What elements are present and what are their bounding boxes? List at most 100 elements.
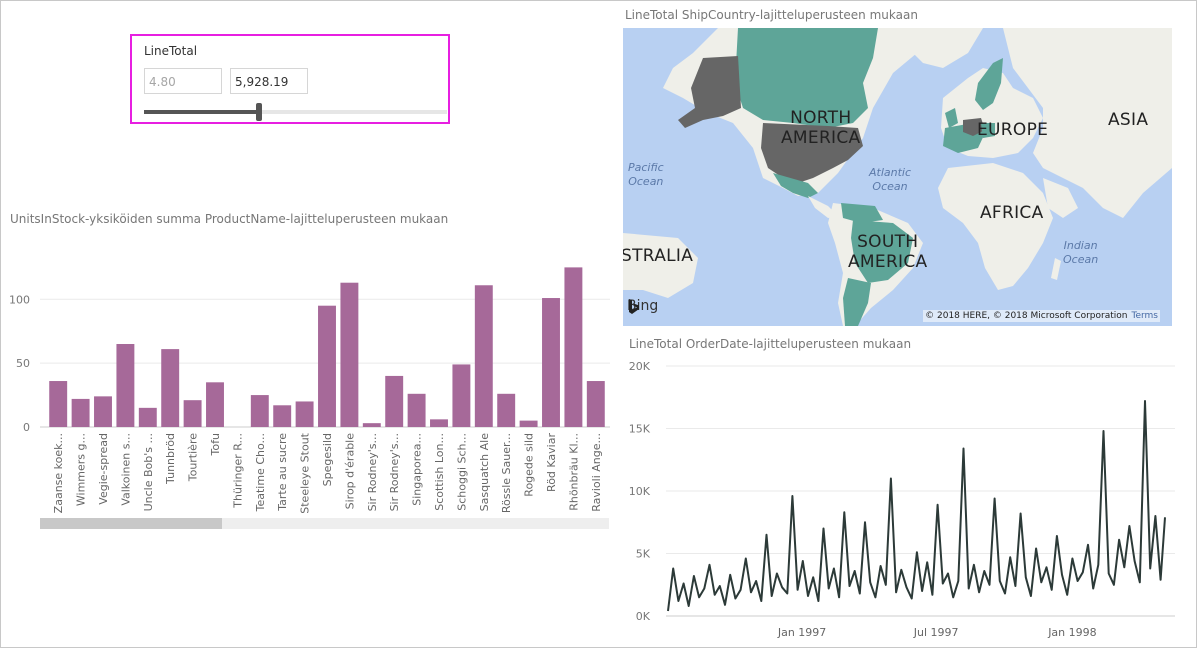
line-y-tick-label: 10K — [629, 485, 651, 498]
madagascar-land — [1051, 258, 1061, 280]
bar — [452, 364, 471, 427]
slider-track[interactable] — [144, 103, 447, 121]
bar — [94, 396, 112, 427]
bar — [497, 393, 516, 427]
brazil-shape — [851, 220, 913, 283]
bar-x-tick-label: Uncle Bob's ... — [142, 433, 155, 511]
bar-x-tick-label: Sirop d'érable — [343, 433, 356, 510]
bar — [250, 395, 269, 427]
bar — [161, 349, 180, 427]
bar — [586, 381, 605, 427]
scrollbar-thumb[interactable] — [40, 518, 223, 529]
argentina-shape — [843, 278, 871, 326]
bar — [519, 420, 538, 427]
bar-x-tick-label: Scottish Lon... — [433, 433, 446, 511]
venezuela-shape — [841, 203, 883, 223]
bar-x-tick-label: Schoggi Sch... — [455, 433, 468, 511]
bar-x-tick-label: Rogede sild — [523, 433, 536, 497]
bar-x-tick-label: Steeleye Stout — [299, 432, 312, 513]
germany-shape — [963, 118, 985, 136]
uk-shape — [945, 108, 958, 128]
line-x-tick-label: Jul 1997 — [913, 626, 959, 639]
line-x-tick-label: Jan 1997 — [777, 626, 826, 639]
bar-x-tick-label: Sir Rodney's... — [388, 433, 401, 511]
bing-icon — [629, 299, 639, 314]
bar-y-tick-label: 0 — [23, 421, 30, 434]
bar — [49, 381, 68, 427]
line-y-tick-label: 5K — [636, 548, 651, 561]
bar-x-tick-label: Röd Kaviar — [545, 433, 558, 492]
slider-fill — [144, 110, 260, 114]
alaska-shape — [678, 56, 741, 128]
europe-label: EUROPE — [977, 120, 1049, 140]
bar-x-tick-label: Sir Rodney's... — [366, 433, 379, 511]
bar-y-tick-label: 100 — [9, 293, 30, 306]
shipcountry-map[interactable]: NORTH AMERICA EUROPE ASIA AFRICA SOUTH AME… — [623, 28, 1172, 326]
bar — [430, 419, 448, 427]
bar-x-tick-label: Rhönbräu Kl... — [567, 433, 580, 511]
africa-land — [938, 163, 1053, 290]
greenland-land — [893, 28, 983, 68]
bar-x-tick-label: Zaanse koek... — [52, 433, 65, 513]
bar — [407, 393, 426, 427]
bar-x-tick-label: Thüringer R... — [231, 433, 244, 509]
asia-label: ASIA — [1108, 110, 1149, 130]
indian-ocean-label: Indian Ocean — [1063, 239, 1099, 266]
line-y-tick-label: 0K — [636, 610, 651, 623]
world-map — [623, 28, 1172, 326]
map-copyright: © 2018 HERE, © 2018 Microsoft Corporatio… — [923, 310, 1160, 322]
bar — [138, 407, 157, 427]
line-series — [667, 400, 1166, 612]
canada-shape — [735, 28, 878, 128]
bar — [71, 398, 90, 427]
central-america-land — [808, 196, 838, 218]
bar-x-tick-label: Tofu — [209, 433, 222, 456]
slicer-min-input[interactable]: 4.80 — [144, 68, 222, 94]
bar-x-tick-label: Sasquatch Ale — [478, 433, 491, 512]
bar-x-tick-label: Wimmers g... — [75, 433, 88, 506]
africa-label: AFRICA — [980, 203, 1044, 223]
atlantic-ocean-label: Atlantic Ocean — [869, 166, 912, 193]
bing-attribution: Bing — [627, 298, 658, 314]
bar-y-tick-label: 50 — [16, 357, 30, 370]
map-title: LineTotal ShipCountry-lajitteluperusteen… — [625, 8, 918, 22]
bar-chart-title: UnitsInStock-yksiköiden summa ProductNam… — [10, 212, 449, 226]
line-chart-title: LineTotal OrderDate-lajitteluperusteen m… — [629, 337, 912, 351]
line-y-tick-label: 20K — [629, 360, 651, 373]
bar-chart-scrollbar[interactable] — [40, 518, 609, 529]
australia-land — [623, 233, 698, 298]
bar-x-tick-label: Rössle Sauer... — [500, 433, 513, 513]
line-y-tick-label: 15K — [629, 423, 651, 436]
usa-shape — [761, 123, 863, 183]
bar — [564, 267, 583, 427]
bar-x-tick-label: Tunnbröd — [164, 433, 177, 485]
line-chart: 0K 5K 10K 15K 20K Jan 1997 Jul 1997 Jan 1998 — [629, 360, 1175, 639]
bar — [385, 375, 404, 427]
bar-x-tick-label: Tourtière — [187, 433, 200, 482]
eastern-europe-shape — [981, 123, 995, 138]
bar-x-tick-label: Singaporea... — [411, 433, 424, 506]
asia-land — [1003, 28, 1172, 218]
line-x-tick-label: Jan 1998 — [1047, 626, 1096, 639]
bar — [116, 344, 135, 427]
slicer-title: LineTotal — [144, 44, 198, 58]
mexico-shape — [773, 173, 818, 198]
bar-x-tick-label: Tarte au sucre — [276, 433, 289, 512]
linetotal-range-slicer[interactable]: LineTotal 4.80 5,928.19 — [130, 34, 450, 124]
terms-link[interactable]: Terms — [1131, 311, 1158, 321]
bar-x-tick-label: Vegie-spread — [97, 433, 110, 505]
bar — [183, 400, 202, 427]
bar-x-tick-label: Ravioli Ange... — [590, 433, 603, 512]
bar — [542, 298, 560, 427]
bar — [273, 405, 292, 427]
bar — [362, 423, 381, 427]
bar-x-tick-label: Teatime Cho... — [254, 433, 267, 512]
bar — [474, 285, 493, 427]
copyright-text: © 2018 HERE, © 2018 Microsoft Corporatio… — [925, 311, 1128, 321]
slicer-max-input[interactable]: 5,928.19 — [230, 68, 308, 94]
australia-label: STRALIA — [623, 246, 694, 266]
pacific-ocean-label: Pacific Ocean — [628, 161, 664, 188]
arabia-land — [1043, 178, 1078, 218]
bar-x-tick-label: Valkoinen s... — [119, 433, 132, 506]
slider-max-handle[interactable] — [256, 103, 263, 121]
